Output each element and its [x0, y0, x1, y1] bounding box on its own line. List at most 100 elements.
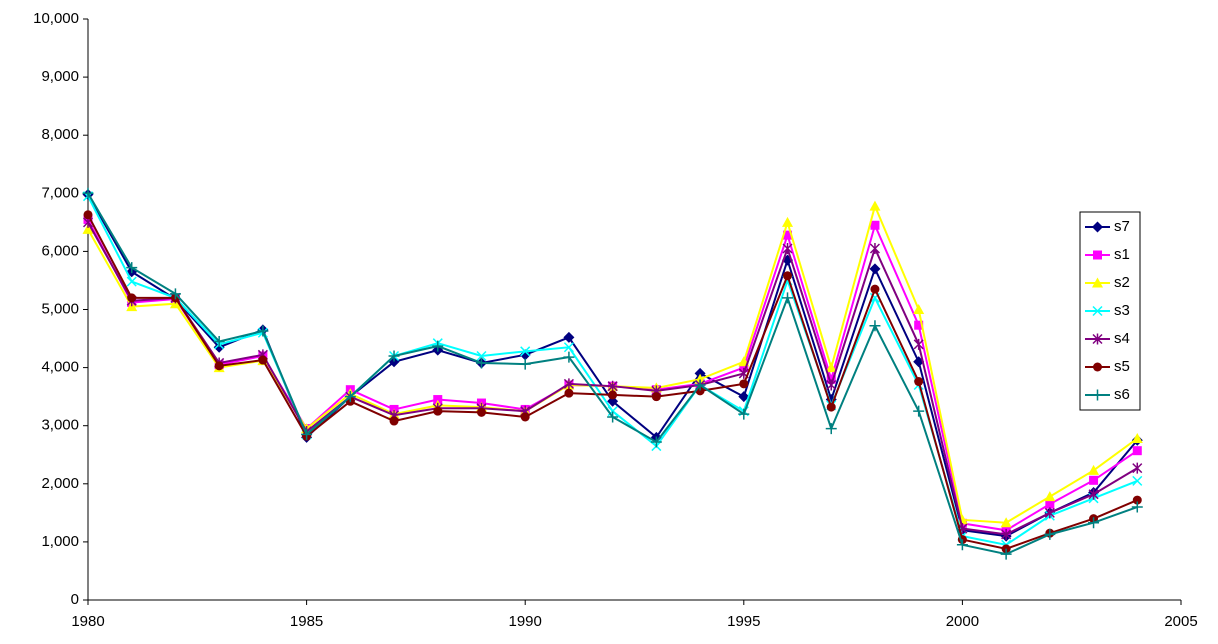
legend-label: s5 — [1114, 358, 1130, 375]
marker — [825, 362, 837, 373]
marker — [1132, 475, 1143, 486]
marker — [1092, 333, 1103, 345]
marker — [213, 335, 225, 347]
series-line — [87, 193, 1139, 538]
marker — [869, 320, 881, 332]
marker — [83, 210, 93, 220]
y-tick-label: 1,000 — [41, 533, 79, 550]
marker — [826, 379, 837, 391]
marker — [389, 416, 399, 426]
marker — [869, 263, 881, 275]
marker — [1093, 362, 1102, 372]
marker — [1092, 277, 1103, 288]
marker — [126, 276, 137, 287]
series-line — [87, 203, 1138, 524]
y-tick-label: 0 — [71, 591, 79, 608]
marker — [127, 293, 137, 303]
marker — [1088, 517, 1100, 529]
marker — [870, 220, 880, 230]
marker — [563, 351, 575, 363]
marker — [1000, 517, 1012, 528]
marker — [913, 338, 924, 350]
marker — [258, 355, 268, 365]
marker — [1093, 250, 1102, 260]
y-tick-label: 7,000 — [41, 184, 79, 201]
marker — [826, 402, 836, 412]
marker — [1044, 528, 1056, 540]
marker — [1092, 305, 1103, 317]
marker — [1001, 528, 1012, 540]
y-tick-label: 2,000 — [41, 475, 79, 492]
marker — [476, 407, 486, 417]
marker — [782, 242, 793, 254]
marker — [1044, 507, 1055, 519]
marker — [738, 408, 750, 420]
marker — [475, 357, 487, 369]
marker — [738, 391, 750, 403]
marker — [433, 395, 443, 405]
y-tick-label: 9,000 — [41, 68, 79, 85]
marker — [608, 390, 618, 400]
marker — [870, 284, 880, 294]
marker — [257, 325, 269, 337]
marker — [432, 340, 444, 352]
marker — [913, 304, 925, 314]
x-tick-label: 1980 — [71, 613, 104, 630]
marker — [1132, 462, 1143, 474]
marker — [563, 331, 575, 343]
x-tick-label: 1985 — [290, 613, 323, 630]
marker — [651, 392, 661, 402]
marker — [650, 436, 662, 448]
marker — [607, 395, 619, 407]
marker — [694, 379, 706, 391]
marker — [1132, 446, 1142, 456]
marker — [782, 254, 794, 266]
marker — [214, 361, 224, 371]
marker — [433, 406, 443, 416]
series-line — [87, 218, 1138, 532]
marker — [783, 271, 793, 281]
marker — [1089, 475, 1099, 485]
marker — [1131, 501, 1143, 513]
marker — [782, 292, 794, 304]
y-tick-label: 5,000 — [41, 300, 79, 317]
marker — [1092, 221, 1103, 233]
legend-label: s6 — [1114, 386, 1130, 403]
marker — [520, 346, 531, 357]
marker — [476, 350, 487, 362]
marker — [694, 367, 706, 379]
series-line — [87, 195, 1138, 546]
x-tick-label: 2005 — [1164, 613, 1197, 630]
legend-label: s4 — [1114, 330, 1130, 347]
marker — [126, 262, 138, 274]
marker — [914, 377, 924, 387]
marker — [82, 223, 94, 234]
legend-label: s1 — [1114, 246, 1130, 263]
marker — [956, 514, 968, 525]
marker — [1044, 491, 1056, 502]
marker — [913, 405, 925, 417]
legend-label: s7 — [1114, 218, 1130, 235]
marker — [82, 187, 94, 199]
marker — [956, 539, 968, 551]
marker — [1000, 548, 1012, 560]
marker — [301, 428, 313, 440]
marker — [782, 216, 794, 227]
marker — [826, 374, 836, 384]
marker — [1045, 499, 1055, 509]
legend-label: s3 — [1114, 302, 1130, 319]
marker — [1088, 464, 1100, 475]
marker — [1131, 432, 1143, 443]
marker — [825, 423, 837, 435]
y-tick-label: 6,000 — [41, 242, 79, 259]
x-tick-label: 2000 — [946, 613, 979, 630]
x-tick-label: 1990 — [509, 613, 542, 630]
marker — [869, 242, 880, 254]
marker — [739, 379, 749, 389]
marker — [563, 342, 574, 353]
marker — [607, 380, 618, 392]
marker — [388, 350, 400, 362]
marker — [1132, 495, 1142, 505]
